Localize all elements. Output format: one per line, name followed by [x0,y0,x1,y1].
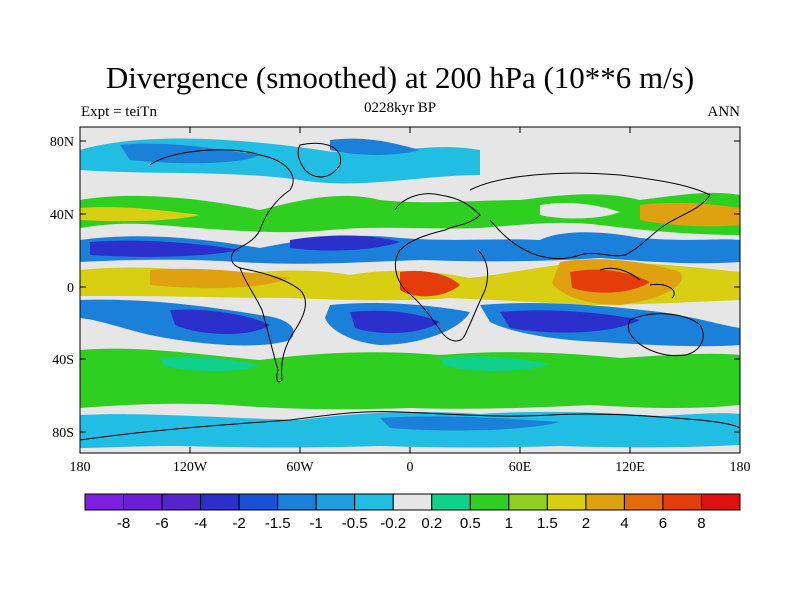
colorbar-label: 0.2 [421,515,442,532]
y-ticks [80,140,740,433]
plot-title: Divergence (smoothed) at 200 hPa (10**6 … [105,60,695,95]
x-tick-label: 180 [70,460,91,475]
colorbar-label: 1 [505,515,513,532]
x-tick-label: 120W [173,460,208,475]
colorbar-swatch [392,493,433,511]
patch-yellow-nw [80,207,200,222]
period-label: 0228kyr BP [363,100,437,116]
colorbar-label: -4 [194,515,207,532]
colorbar-label: 0.5 [460,515,481,532]
patch-darkblue-2 [290,235,400,251]
patch-gray-asia [540,202,620,219]
band-subtropic-blue [80,232,740,264]
season-label: ANN [707,104,741,120]
x-tick-label: 0 [407,460,414,475]
colorbar-swatch [354,493,394,511]
experiment-label: Expt = teiTn [81,104,157,120]
colorbar-label: -0.5 [342,515,368,532]
colorbar-label: 8 [697,515,705,532]
patch-darkblue-sp1 [170,309,270,335]
coast-south-america [239,267,306,383]
colorbar-swatch [277,493,317,511]
colorbar-label: -6 [155,515,168,532]
patch-darkblue-io [500,310,640,333]
colorbar-swatch [508,493,548,511]
patch-teal-sp [160,356,260,372]
colorbar-swatch [161,493,202,511]
x-tick-label: 180 [730,460,751,475]
coast-greenland [297,142,342,178]
colorbar-label: -1 [310,515,323,532]
colorbar-label: 4 [620,515,628,532]
y-tick-label: 40S [52,353,74,368]
colorbar-swatch [84,493,125,511]
colorbar-label: -0.2 [380,515,406,532]
band-south-cyan [80,411,740,448]
y-tick-label: 80S [52,426,74,441]
y-tick-label: 40N [50,208,74,223]
colorbar-label: -8 [117,515,130,532]
colorbar-swatch [585,493,625,511]
colorbar-label: 1.5 [537,515,558,532]
colorbar-swatch [623,493,664,511]
y-tick-label: 80N [50,135,74,150]
coast-maritime [599,267,675,299]
colorbar-label: -2 [232,515,245,532]
patch-darkblue-1 [90,240,240,257]
patch-orange-americas [150,268,290,289]
x-tick-label: 60E [509,460,532,475]
colorbar-swatch [238,493,279,511]
coastlines [80,142,740,441]
patch-teal-si [440,356,550,371]
colorbar: -8 -6 -4 -2 -1.5 -1 -0.5 -0.2 0.2 0.5 1 1.5 2 4 6 8 [84,493,741,532]
patch-north-blue-2 [330,138,420,155]
patch-red-maritime [570,269,650,293]
coast-australia [627,313,704,357]
colorbar-swatch [315,493,356,511]
y-tick-label: 0 [67,281,74,296]
colorbar-swatch [662,493,702,511]
patch-orange-pacific [640,202,740,227]
x-tick-label: 120E [615,460,645,475]
patch-north-blue [120,143,260,164]
patch-red-africa [400,270,460,297]
patch-darkblue-sa [350,310,440,334]
coast-antarctica [80,411,740,441]
colorbar-swatch [700,493,741,511]
x-tick-label: 60W [286,460,314,475]
colorbar-label: 2 [582,515,590,532]
colorbar-label: 6 [659,515,667,532]
colorbar-swatch [123,493,163,511]
patch-blue-so [380,416,560,431]
colorbar-swatch [546,493,587,511]
coast-north-america [149,149,294,269]
coast-europe-africa [394,193,489,342]
coast-asia [469,172,711,260]
colorbar-label: -1.5 [265,515,291,532]
colorbar-swatch [469,493,510,511]
colorbar-swatch [200,493,240,511]
colorbar-swatch [431,493,471,511]
x-ticks [79,127,741,453]
divergence-field [80,127,740,453]
